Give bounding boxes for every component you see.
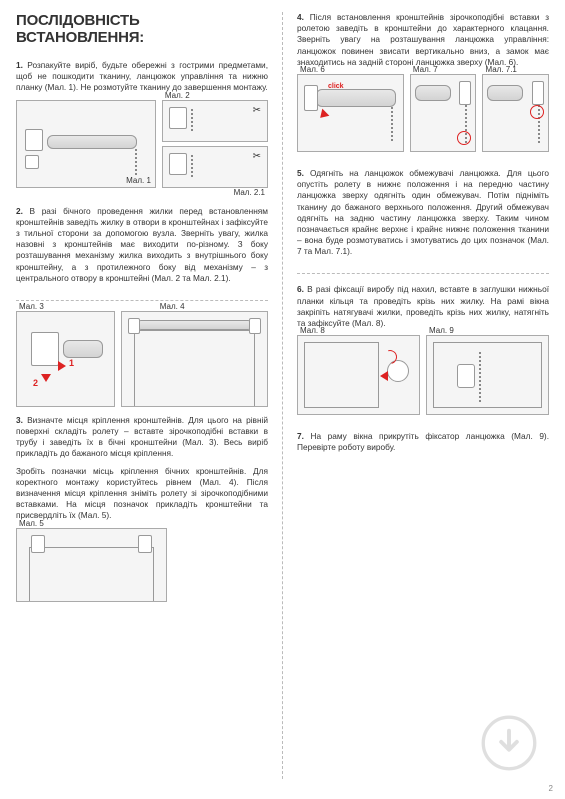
step-7-text: 7. На раму вікна прикрутіть фіксатор лан… (297, 431, 549, 453)
figure-1: Мал. 1 (16, 100, 156, 188)
figure-9: Мал. 9 (426, 335, 549, 415)
fig-label: Мал. 9 (429, 326, 454, 335)
fig-label: Мал. 5 (19, 519, 44, 528)
figure-2-1: ✂ Мал. 2.1 (162, 146, 268, 188)
divider (297, 273, 549, 274)
fig-label: Мал. 7 (413, 65, 438, 74)
step-6-text: 6. В разі фіксації виробу під нахил, вст… (297, 284, 549, 329)
step-3-text-b: Зробіть позначки місць кріплення бічних … (16, 466, 268, 522)
page-root: ПОСЛІДОВНІСТЬ ВСТАНОВЛЕННЯ: 1. Розпакуйт… (0, 0, 565, 799)
scissors-icon: ✂ (253, 151, 261, 162)
fig-row-3-4: 1 2 Мал. 3 Мал. 4 (16, 311, 268, 407)
divider (16, 300, 268, 301)
fig-row-8-9: Мал. 8 Мал. 9 (297, 335, 549, 415)
figure-8: Мал. 8 (297, 335, 420, 415)
fig-row-6-7: click Мал. 6 Мал. 7 Мал. 7.1 (297, 74, 549, 152)
click-label: click (328, 83, 344, 90)
figure-3: 1 2 Мал. 3 (16, 311, 115, 407)
page-number: 2 (549, 784, 553, 793)
fig-label: Мал. 6 (300, 65, 325, 74)
watermark-icon (481, 715, 537, 771)
step-3-text-a: 3. Визначте місця кріплення кронштейнів.… (16, 415, 268, 460)
fig-label: Мал. 2 (165, 91, 190, 100)
right-column: 4. Після встановлення кронштейнів зірочк… (283, 12, 549, 779)
page-title: ПОСЛІДОВНІСТЬ ВСТАНОВЛЕННЯ: (16, 12, 268, 46)
figure-7-1: Мал. 7.1 (482, 74, 549, 152)
fig-label: Мал. 2.1 (234, 188, 265, 197)
figure-7: Мал. 7 (410, 74, 477, 152)
fig-label: Мал. 8 (300, 326, 325, 335)
fig-row-1-2: Мал. 1 ✂ Мал. 2 ✂ Мал. 2.1 (16, 100, 268, 188)
figure-2: ✂ Мал. 2 (162, 100, 268, 142)
scissors-icon: ✂ (253, 105, 261, 116)
figure-5: Мал. 5 (16, 528, 167, 602)
left-column: ПОСЛІДОВНІСТЬ ВСТАНОВЛЕННЯ: 1. Розпакуйт… (16, 12, 282, 779)
figure-6: click Мал. 6 (297, 74, 404, 152)
step-2-text: 2. В разі бічного проведення жилки перед… (16, 206, 268, 284)
step-5-text: 5. Одягніть на ланцюжок обмежувачі ланцю… (297, 168, 549, 258)
step-1-text: 1. Розпакуйте виріб, будьте обережні з г… (16, 60, 268, 94)
fig-label: Мал. 3 (19, 302, 44, 311)
step-4-text: 4. Після встановлення кронштейнів зірочк… (297, 12, 549, 68)
fig-label: Мал. 1 (126, 176, 151, 185)
figure-4: Мал. 4 (121, 311, 268, 407)
fig-label: Мал. 4 (160, 302, 185, 311)
fig-label: Мал. 7.1 (485, 65, 516, 74)
